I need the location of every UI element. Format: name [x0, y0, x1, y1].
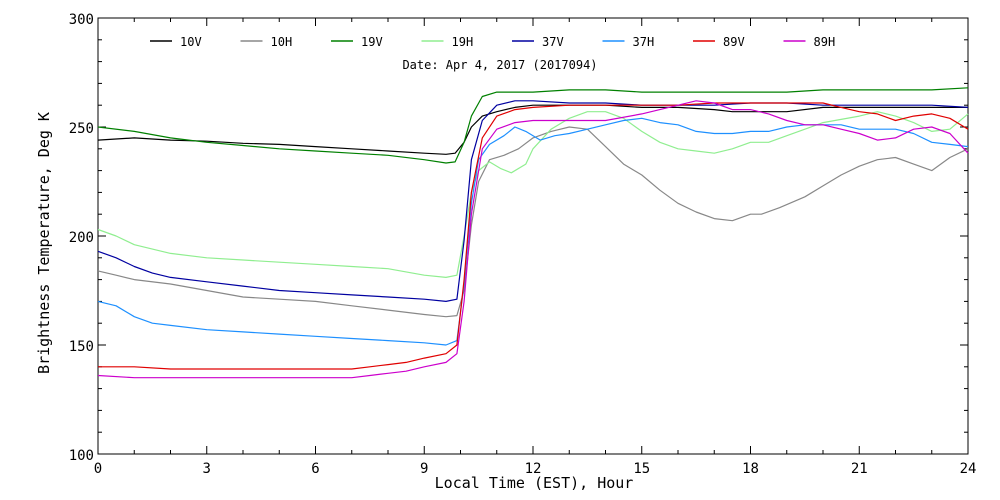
- legend-label-37h: 37H: [633, 35, 655, 49]
- x-tick-label: 9: [420, 461, 428, 477]
- x-axis-ticks: 0 3 6 9 12 15 18 21 24: [94, 18, 977, 477]
- series-line-89v: [98, 102, 969, 370]
- legend-label-37v: 37V: [542, 35, 564, 49]
- y-tick-label: 200: [69, 230, 94, 246]
- legend-label-10v: 10V: [180, 35, 202, 49]
- y-axis-label: Brightness Temperature, Deg K: [35, 112, 53, 374]
- series-line-19v: [97, 87, 969, 164]
- series-line-19h: [97, 111, 969, 278]
- legend-label-89v: 89V: [723, 35, 745, 49]
- y-tick-label: 300: [69, 12, 94, 28]
- series-line-37h: [97, 117, 969, 346]
- series-line-37v: [97, 100, 969, 302]
- x-tick-label: 15: [633, 461, 650, 477]
- y-tick-label: 150: [69, 339, 94, 355]
- chart-title: Date: Apr 4, 2017 (2017094): [402, 58, 597, 72]
- legend: 10V 10H 19V 19H 37V 37H 89V 89H: [150, 35, 835, 49]
- series-line-10h: [97, 126, 969, 318]
- x-tick-label: 21: [851, 461, 868, 477]
- x-tick-label: 6: [311, 461, 319, 477]
- legend-label-89h: 89H: [814, 35, 836, 49]
- series-line-10v: [97, 104, 968, 155]
- series-line-89h: [97, 100, 969, 379]
- plot-frame: [97, 17, 969, 455]
- y-axis-ticks: 100 150 200 250 300: [69, 12, 968, 464]
- y-tick-label: 250: [69, 121, 94, 137]
- y-tick-label: 100: [69, 448, 94, 464]
- x-tick-label: 12: [525, 461, 542, 477]
- legend-label-19h: 19H: [452, 35, 474, 49]
- x-tick-label: 24: [960, 461, 977, 477]
- legend-label-10h: 10H: [271, 35, 293, 49]
- x-tick-label: 18: [742, 461, 759, 477]
- x-tick-label: 0: [94, 461, 102, 477]
- legend-label-19v: 19V: [361, 35, 383, 49]
- x-tick-label: 3: [203, 461, 211, 477]
- x-axis-label: Local Time (EST), Hour: [435, 474, 634, 492]
- data-series: [97, 87, 969, 379]
